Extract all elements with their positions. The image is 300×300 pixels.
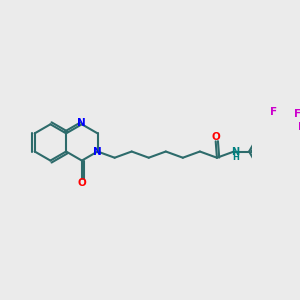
Text: O: O — [211, 132, 220, 142]
Text: F: F — [270, 107, 278, 117]
Text: N: N — [93, 146, 102, 157]
Text: H: H — [232, 153, 239, 162]
Text: O: O — [77, 178, 86, 188]
Text: N: N — [231, 146, 239, 157]
Text: F: F — [298, 122, 300, 132]
Text: N: N — [77, 118, 86, 128]
Text: F: F — [294, 110, 300, 119]
